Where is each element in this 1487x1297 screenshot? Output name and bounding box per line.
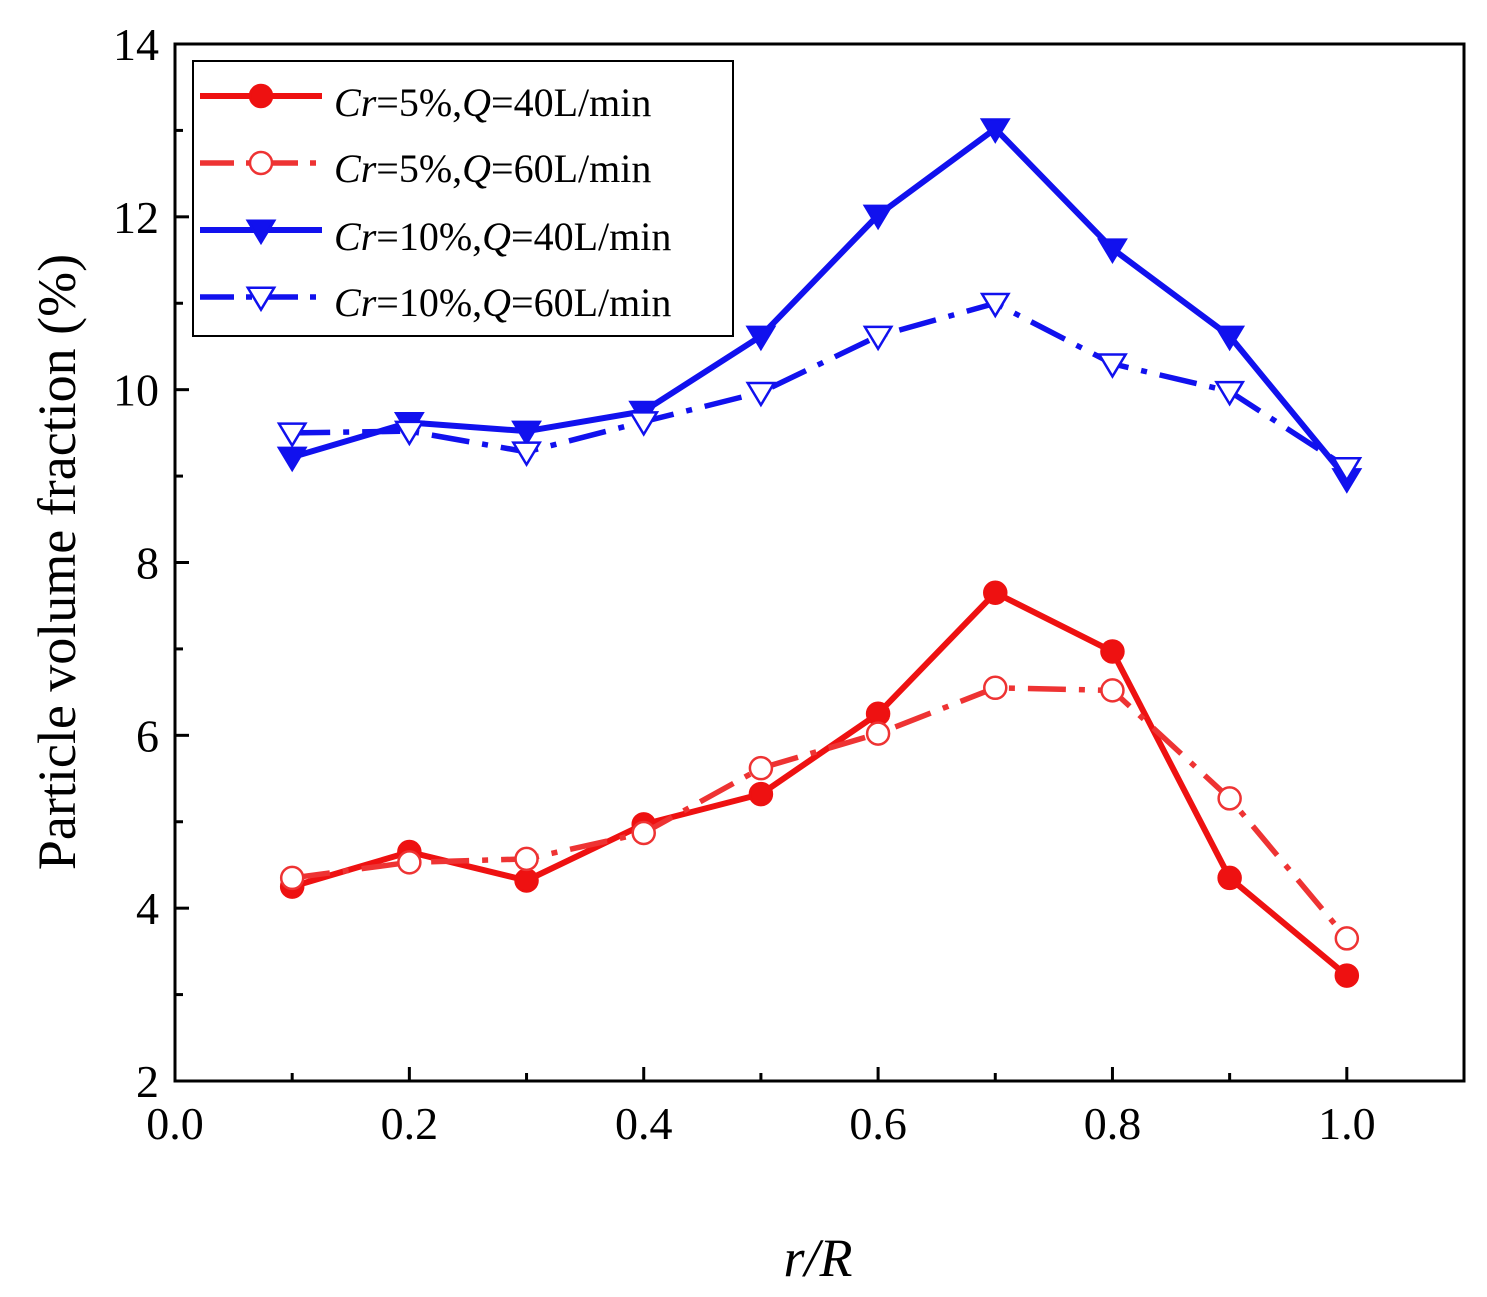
- y-tick-label: 12: [113, 192, 159, 243]
- data-point: [1331, 456, 1363, 483]
- series-1: [279, 580, 1360, 988]
- legend-marker: [245, 286, 277, 313]
- data-point: [397, 850, 422, 875]
- x-tick-label: 0.4: [615, 1098, 673, 1149]
- data-point: [511, 441, 542, 468]
- x-tick-label: 1.0: [1318, 1098, 1376, 1149]
- legend: Cr=5%,Q=40L/min Cr=5%,Q=60L/min Cr=10%,Q…: [192, 60, 734, 337]
- legend-marker: [248, 83, 274, 109]
- legend-box: [192, 60, 734, 337]
- legend-marker: [245, 219, 277, 246]
- legend-samples: [200, 83, 322, 313]
- x-axis-ticks: 0.0 0.2 0.4 0.6 0.8 1.0: [146, 1067, 1376, 1149]
- data-point: [979, 292, 1011, 319]
- data-point: [1334, 963, 1360, 988]
- data-point: [1214, 380, 1246, 407]
- data-point: [393, 420, 425, 447]
- x-axis-title: r/R: [783, 1228, 852, 1288]
- y-axis-ticks: 2 4 6 8 10 12 14: [113, 19, 189, 1107]
- series-line: [291, 125, 1350, 481]
- legend-label-2: Cr=5%,Q=60L/min: [334, 146, 651, 191]
- data-point: [1217, 786, 1242, 811]
- data-point: [628, 411, 660, 437]
- data-point: [979, 118, 1011, 144]
- data-point: [745, 381, 777, 408]
- series-2: [279, 675, 1360, 951]
- y-tick-label: 6: [136, 710, 159, 761]
- x-tick-label: 0.0: [146, 1098, 204, 1149]
- data-point: [1097, 353, 1128, 379]
- data-point: [983, 580, 1008, 605]
- data-point: [279, 865, 305, 891]
- y-tick-label: 8: [136, 538, 159, 589]
- data-point: [1100, 678, 1125, 703]
- data-point: [1217, 865, 1242, 891]
- y-tick-label: 4: [136, 883, 159, 934]
- y-tick-label: 2: [136, 1056, 159, 1107]
- legend-label-1: Cr=5%,Q=40L/min: [334, 80, 651, 125]
- data-point: [514, 846, 539, 872]
- data-point: [1214, 325, 1246, 352]
- series-line: [291, 685, 1349, 941]
- data-point: [865, 721, 891, 746]
- data-point: [276, 422, 308, 449]
- data-point: [511, 420, 542, 447]
- data-point: [862, 204, 894, 231]
- series-line: [291, 589, 1349, 978]
- data-point: [1334, 926, 1360, 951]
- data-point: [983, 675, 1008, 701]
- x-tick-label: 0.8: [1084, 1098, 1142, 1149]
- data-point: [631, 820, 656, 846]
- y-axis-title: Particle volume fraction (%): [27, 254, 87, 870]
- y-tick-label: 10: [113, 365, 159, 416]
- legend-label-4: Cr=10%,Q=60L/min: [334, 280, 671, 325]
- data-point: [745, 325, 777, 352]
- data-point: [748, 755, 774, 781]
- data-point: [1100, 639, 1125, 664]
- series-layer: [276, 118, 1363, 988]
- data-point: [1097, 238, 1128, 264]
- data-point: [748, 781, 774, 807]
- data-point: [276, 446, 308, 473]
- series-line: [292, 300, 1349, 470]
- legend-marker: [248, 150, 274, 176]
- data-point: [514, 868, 539, 893]
- series-4: [276, 292, 1363, 483]
- y-tick-label: 14: [113, 19, 159, 70]
- legend-label-3: Cr=10%,Q=40L/min: [334, 214, 671, 259]
- data-point: [862, 325, 894, 352]
- x-tick-label: 0.6: [849, 1098, 907, 1149]
- x-tick-label: 0.2: [381, 1098, 439, 1149]
